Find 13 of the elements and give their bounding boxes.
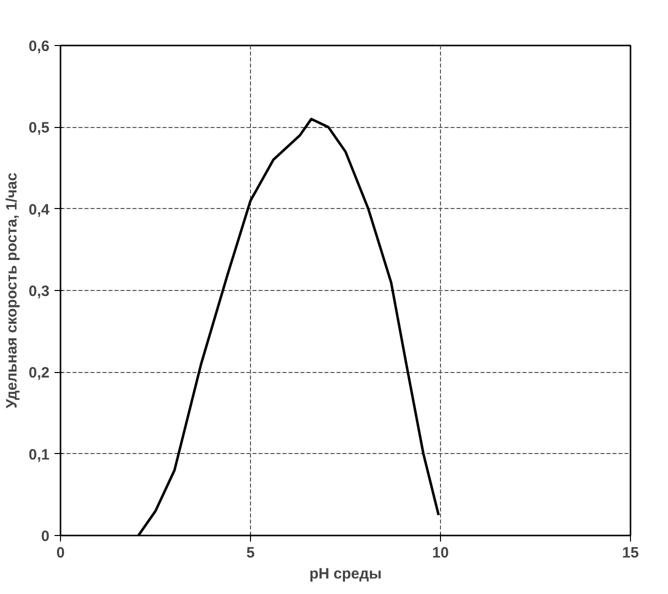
- x-tick-label: 15: [622, 544, 639, 562]
- y-tick-label: 0,3: [28, 283, 50, 300]
- x-tick-label: 10: [432, 544, 449, 562]
- y-tick-label: 0,5: [28, 120, 50, 137]
- y-tick-label: 0,2: [28, 364, 50, 382]
- x-axis-title: pH среды: [309, 566, 382, 582]
- y-axis-title: Удельная скорость роста, 1/час: [4, 172, 21, 408]
- y-tick-label: 0,6: [28, 38, 50, 55]
- y-tick-label: 0: [41, 528, 50, 545]
- y-tick-label: 0,4: [28, 201, 50, 218]
- y-tick-label: 0,1: [28, 446, 50, 464]
- x-tick-label: 0: [56, 544, 65, 562]
- x-tick-label: 5: [246, 544, 255, 562]
